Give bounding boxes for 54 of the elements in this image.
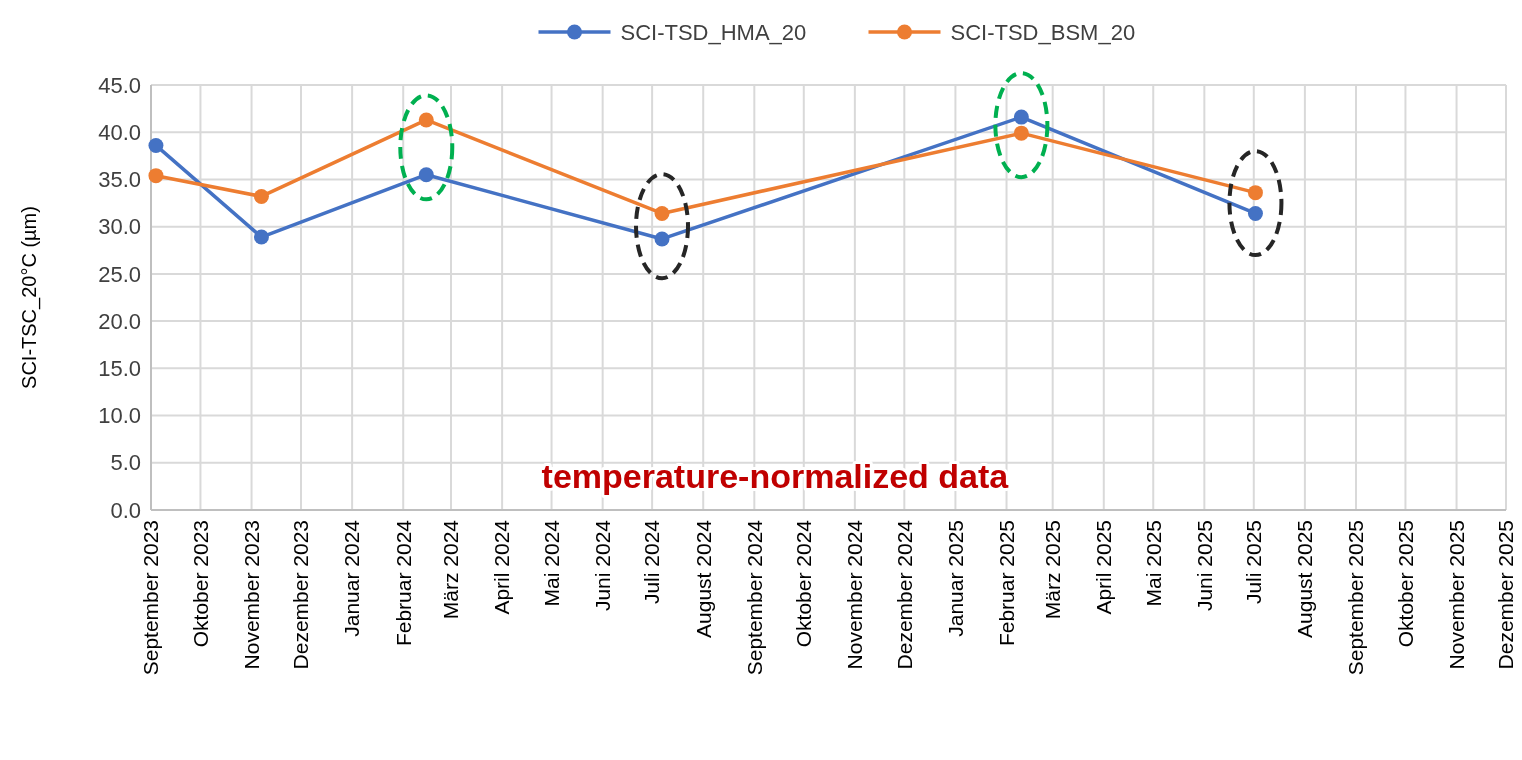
point: [654, 231, 670, 247]
point: [1013, 125, 1029, 141]
x-tick-label: August 2024: [691, 519, 715, 638]
y-tick-label: 0.0: [110, 497, 141, 523]
y-tick-label: 15.0: [98, 356, 141, 382]
y-tick-label: 20.0: [98, 308, 141, 334]
x-tick-label: September 2024: [742, 519, 766, 676]
x-tick-label: Februar 2024: [391, 519, 415, 647]
point: [1247, 205, 1263, 221]
point: [253, 229, 269, 245]
point: [148, 137, 164, 153]
x-tick-label: Oktober 2024: [792, 519, 816, 648]
annotation: temperature-normalized data: [541, 456, 1010, 495]
x-tick-label: Oktober 2023: [188, 520, 212, 648]
x-tick-label: Februar 2025: [994, 520, 1018, 647]
y-tick-label: 45.0: [98, 72, 141, 98]
point: [253, 188, 269, 204]
y-tick-label: 30.0: [98, 214, 141, 240]
x-tick-label: Januar 2025: [943, 520, 967, 637]
x-tick-label: Dezember 2023: [289, 520, 313, 670]
x-tick-label: November 2023: [239, 520, 263, 670]
x-tick-label: September 2025: [1344, 520, 1368, 676]
x-tick-label: März 2024: [439, 519, 463, 620]
point: [148, 168, 164, 184]
point: [654, 205, 670, 221]
x-tick-label: Mai 2024: [539, 519, 563, 607]
point: [1247, 185, 1263, 201]
y-tick-label: 35.0: [98, 167, 141, 193]
x-tick-label: Juni 2024: [591, 519, 615, 612]
legend-label: SCI-TSD_HMA_20: [620, 19, 807, 45]
legend-label: SCI-TSD_BSM_20: [950, 19, 1136, 45]
x-tick-label: März 2025: [1041, 520, 1065, 620]
point: [1013, 109, 1029, 125]
x-tick-label: Oktober 2025: [1393, 520, 1417, 648]
point: [418, 112, 434, 128]
x-tick-label: Juni 2025: [1192, 520, 1216, 612]
y-tick-label: 5.0: [110, 450, 141, 476]
x-tick-label: Mai 2025: [1141, 520, 1165, 607]
x-tick-label: Dezember 2024: [892, 519, 916, 670]
y-tick-label: 25.0: [98, 261, 141, 287]
x-tick-label: August 2025: [1293, 520, 1317, 638]
x-tick-label: April 2025: [1092, 520, 1116, 615]
x-tick-label: September 2023: [139, 520, 163, 676]
y-axis-title: SCI-TSC_20°C (µm): [18, 206, 41, 389]
x-tick-label: November 2024: [843, 519, 867, 670]
y-tick-label: 40.0: [98, 119, 141, 145]
y-tick-label: 10.0: [98, 403, 141, 429]
point: [418, 167, 434, 183]
x-tick-label: April 2024: [490, 519, 514, 615]
x-tick-label: Januar 2024: [340, 519, 364, 637]
x-tick-label: Juli 2025: [1242, 520, 1266, 605]
x-tick-label: Dezember 2025: [1494, 520, 1518, 670]
x-tick-label: Juli 2024: [640, 519, 664, 605]
x-tick-label: November 2025: [1444, 520, 1468, 670]
